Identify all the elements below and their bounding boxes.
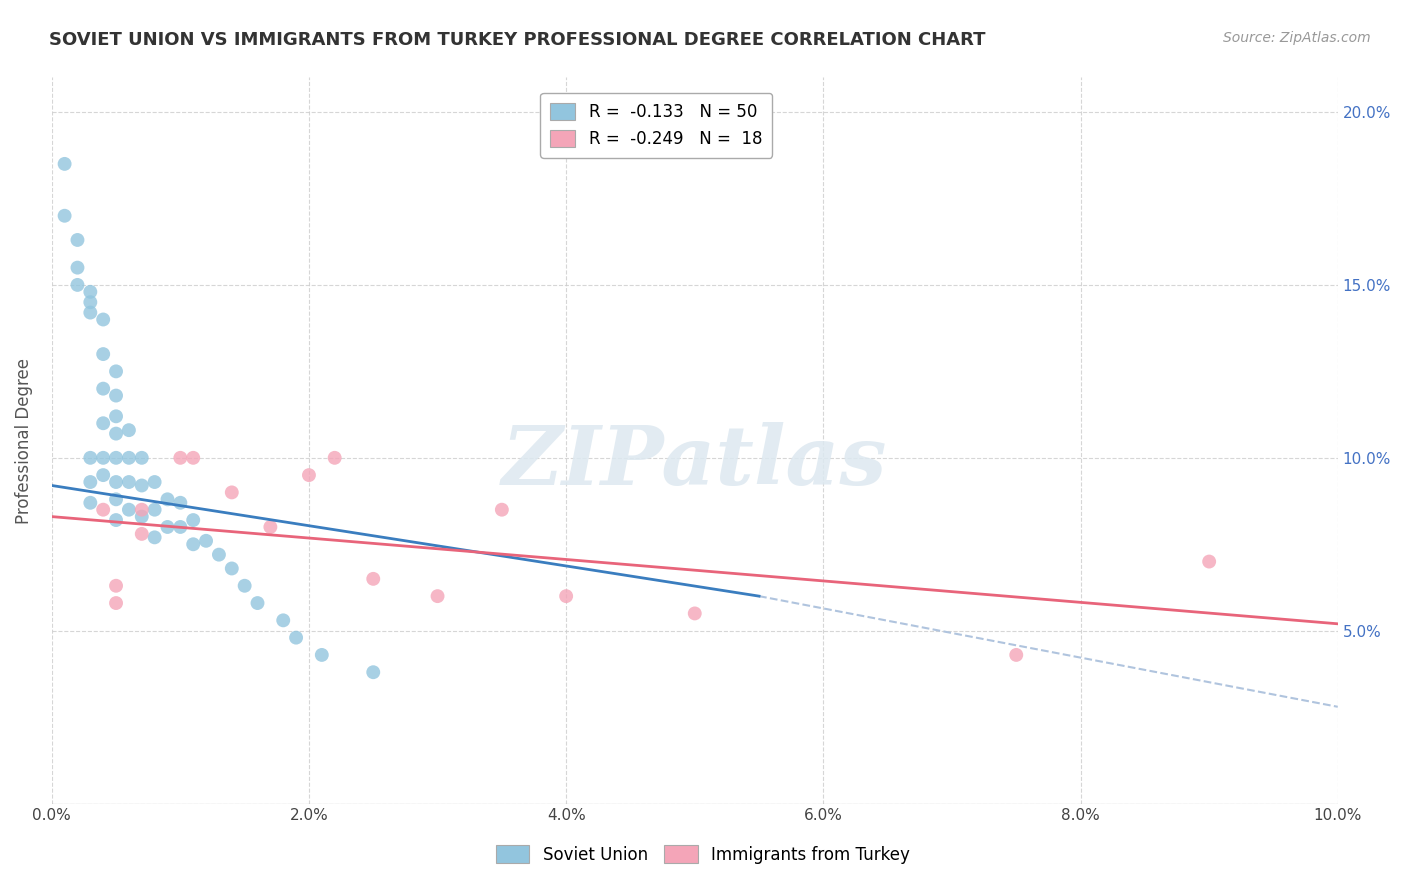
Point <box>311 648 333 662</box>
Point <box>66 233 89 247</box>
Text: SOVIET UNION VS IMMIGRANTS FROM TURKEY PROFESSIONAL DEGREE CORRELATION CHART: SOVIET UNION VS IMMIGRANTS FROM TURKEY P… <box>49 31 986 49</box>
Point <box>105 388 128 402</box>
Point <box>91 416 114 430</box>
Point <box>118 475 141 489</box>
Point <box>131 509 153 524</box>
Point <box>131 478 153 492</box>
Point <box>246 596 269 610</box>
Text: Source: ZipAtlas.com: Source: ZipAtlas.com <box>1223 31 1371 45</box>
Point <box>683 607 706 621</box>
Point <box>105 513 128 527</box>
Point <box>66 260 89 275</box>
Point <box>91 347 114 361</box>
Point <box>169 496 191 510</box>
Point <box>491 502 513 516</box>
Point <box>131 527 153 541</box>
Point <box>91 312 114 326</box>
Point <box>105 426 128 441</box>
Point <box>143 502 166 516</box>
Point <box>79 285 101 299</box>
Point <box>221 485 243 500</box>
Point <box>259 520 281 534</box>
Point <box>105 364 128 378</box>
Point <box>156 520 179 534</box>
Point <box>195 533 218 548</box>
Point <box>91 502 114 516</box>
Point <box>555 589 578 603</box>
Point <box>105 579 128 593</box>
Point <box>105 409 128 424</box>
Point <box>298 468 321 483</box>
Point <box>91 468 114 483</box>
Point <box>105 492 128 507</box>
Point <box>1005 648 1028 662</box>
Text: ZIPatlas: ZIPatlas <box>502 422 887 502</box>
Point <box>118 423 141 437</box>
Point <box>105 475 128 489</box>
Legend: Soviet Union, Immigrants from Turkey: Soviet Union, Immigrants from Turkey <box>489 838 917 871</box>
Point <box>181 537 204 551</box>
Point <box>53 157 76 171</box>
Point <box>233 579 256 593</box>
Point <box>221 561 243 575</box>
Point <box>91 450 114 465</box>
Point <box>66 277 89 292</box>
Point <box>118 502 141 516</box>
Point <box>323 450 346 465</box>
Point <box>91 382 114 396</box>
Point <box>271 613 294 627</box>
Legend: R =  -0.133   N = 50, R =  -0.249   N =  18: R = -0.133 N = 50, R = -0.249 N = 18 <box>540 93 772 158</box>
Point <box>361 572 384 586</box>
Point <box>105 450 128 465</box>
Point <box>426 589 449 603</box>
Point <box>361 665 384 680</box>
Point <box>285 631 308 645</box>
Point <box>118 450 141 465</box>
Point <box>208 548 231 562</box>
Point <box>1198 555 1220 569</box>
Point <box>79 295 101 310</box>
Point <box>105 596 128 610</box>
Point <box>156 492 179 507</box>
Point <box>79 450 101 465</box>
Point <box>79 305 101 319</box>
Point <box>79 496 101 510</box>
Point <box>79 475 101 489</box>
Point <box>131 502 153 516</box>
Point <box>181 513 204 527</box>
Point <box>169 450 191 465</box>
Y-axis label: Professional Degree: Professional Degree <box>15 358 32 524</box>
Point <box>169 520 191 534</box>
Point <box>143 475 166 489</box>
Point <box>181 450 204 465</box>
Point <box>143 530 166 544</box>
Point <box>53 209 76 223</box>
Point <box>131 450 153 465</box>
